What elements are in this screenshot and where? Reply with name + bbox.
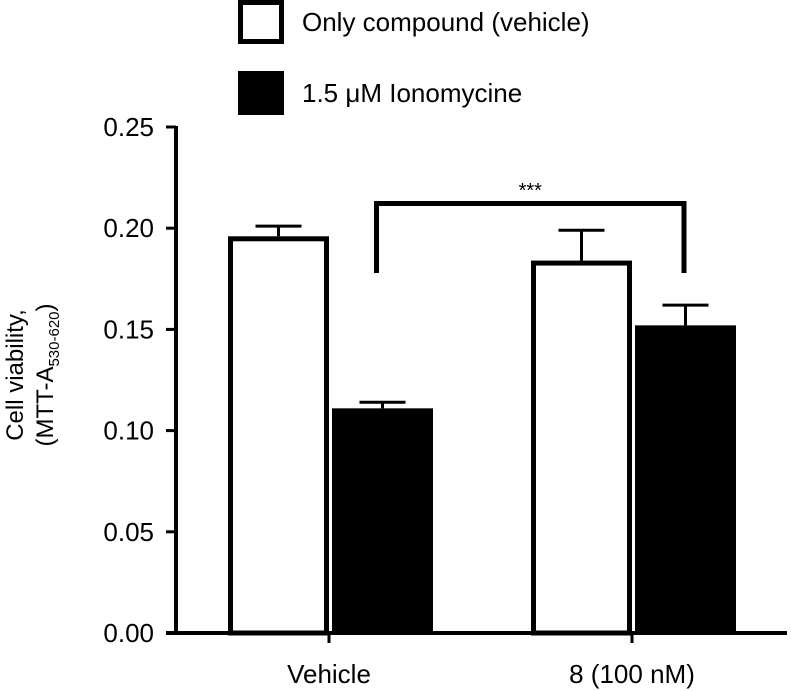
y-tick-label: 0.05 — [103, 517, 154, 547]
bar-ionomycine — [635, 325, 736, 633]
svg-text:Cell viability,: Cell viability, — [2, 309, 29, 441]
y-axis: 0.00 0.05 0.10 0.15 0.20 0.25 — [103, 112, 178, 648]
legend-swatch-open — [238, 0, 284, 44]
x-tick-label: Vehicle — [287, 659, 371, 689]
svg-text:(MTT-A530-620): (MTT-A530-620) — [32, 303, 63, 446]
y-axis-title: Cell viability, (MTT-A530-620) — [2, 303, 63, 446]
legend-label: 1.5 μM Ionomycine — [302, 77, 523, 108]
y-tick-label: 0.25 — [103, 112, 154, 142]
significance-bracket: *** — [374, 180, 687, 273]
x-tick-label: 8 (100 nM) — [569, 659, 695, 689]
legend-item-ionomycine: 1.5 μM Ionomycine — [238, 71, 522, 115]
y-tick-label: 0.15 — [103, 314, 154, 344]
legend-label: Only compound (vehicle) — [302, 6, 590, 37]
bar-vehicle — [531, 260, 632, 636]
bars — [228, 236, 736, 636]
bar-ionomycine — [332, 408, 433, 633]
x-axis: Vehicle 8 (100 nM) — [166, 631, 787, 689]
legend-item-vehicle: Only compound (vehicle) — [238, 0, 590, 44]
y-tick-label: 0.00 — [103, 618, 154, 648]
y-tick-label: 0.10 — [103, 416, 154, 446]
error-bars — [255, 224, 709, 409]
significance-label: *** — [519, 180, 543, 202]
legend-swatch-filled — [238, 71, 284, 115]
y-tick-label: 0.20 — [103, 213, 154, 243]
bar-vehicle — [228, 236, 329, 636]
